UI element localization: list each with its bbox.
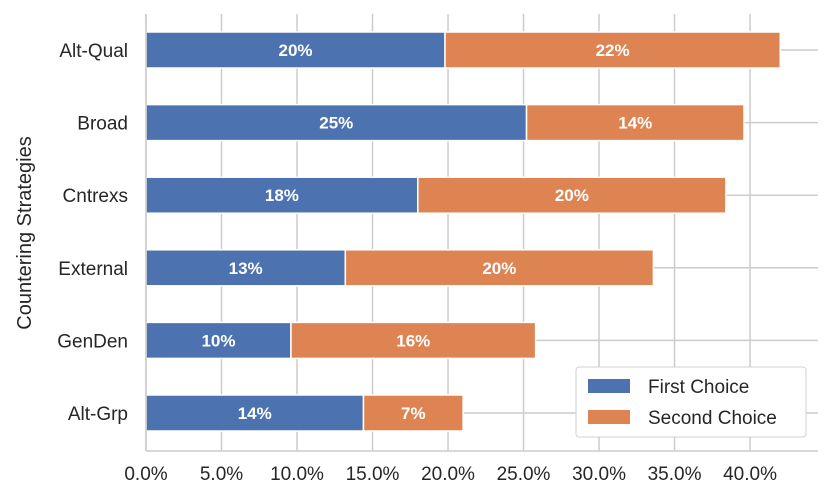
bar-label-second-choice-cntrexs: 20% [555,186,589,205]
bar-second-choice-external [344,249,655,287]
bar-first-choice-external [145,249,347,287]
bar-second-choice-alt-grp [362,394,464,432]
bar-first-choice-broad [145,103,528,142]
y-tick-genden: GenDen [57,331,128,352]
y-tick-external: External [58,259,128,280]
bar-label-second-choice-genden: 16% [396,331,430,350]
bar-label-second-choice-broad: 14% [618,114,652,133]
x-tick-4: 20.0% [421,464,475,485]
x-tick-1: 5.0% [200,464,243,485]
x-tick-labels: 0.0% 5.0% 10.0% 15.0% 20.0% 25.0% 30.0% 35.0% 40… [124,464,777,485]
bars [145,31,781,432]
bar-second-choice-genden [290,321,537,360]
y-tick-alt-qual: Alt-Qual [59,41,128,62]
bar-label-first-choice-broad: 25% [319,114,353,133]
bar-second-choice-broad [525,103,745,142]
legend-label-second-choice: Second Choice [648,408,777,429]
y-tick-labels: Alt-Qual Broad Cntrexs External GenDen Alt-Gr… [57,41,128,425]
x-tick-3: 15.0% [346,464,400,485]
legend: First Choice Second Choice [575,366,807,438]
legend-label-first-choice: First Choice [648,377,749,398]
y-tick-cntrexs: Cntrexs [63,186,128,207]
y-tick-alt-grp: Alt-Grp [68,404,128,425]
bar-label-first-choice-alt-grp: 14% [238,404,272,423]
x-tick-8: 40.0% [723,464,777,485]
x-tick-2: 10.0% [270,464,324,485]
bar-label-second-choice-alt-qual: 22% [596,41,630,60]
legend-box [575,366,807,438]
bar-label-second-choice-alt-grp: 7% [401,404,426,423]
x-tick-5: 25.0% [497,464,551,485]
y-tick-broad: Broad [77,114,128,135]
bar-first-choice-cntrexs [145,176,419,214]
bar-label-first-choice-alt-qual: 20% [278,41,312,60]
bar-label-first-choice-cntrexs: 18% [265,186,299,205]
bar-label-first-choice-genden: 10% [201,331,235,350]
bar-second-choice-cntrexs [417,176,727,214]
bar-label-first-choice-external: 13% [229,259,263,278]
x-tick-7: 35.0% [648,464,702,485]
legend-swatch-second-choice [588,410,630,424]
bar-second-choice-alt-qual [444,31,781,69]
bar-labels: 20% 22% 25% 14% 18% 20% 13% 20% 10% 16% 14% 7% [201,41,652,423]
x-tick-6: 30.0% [572,464,626,485]
bar-first-choice-alt-grp [145,394,365,432]
y-axis-title: Countering Strategies [14,136,36,329]
bar-label-second-choice-external: 20% [482,259,516,278]
legend-swatch-first-choice [588,379,630,393]
bar-first-choice-genden [145,321,292,360]
x-tick-0: 0.0% [124,464,167,485]
